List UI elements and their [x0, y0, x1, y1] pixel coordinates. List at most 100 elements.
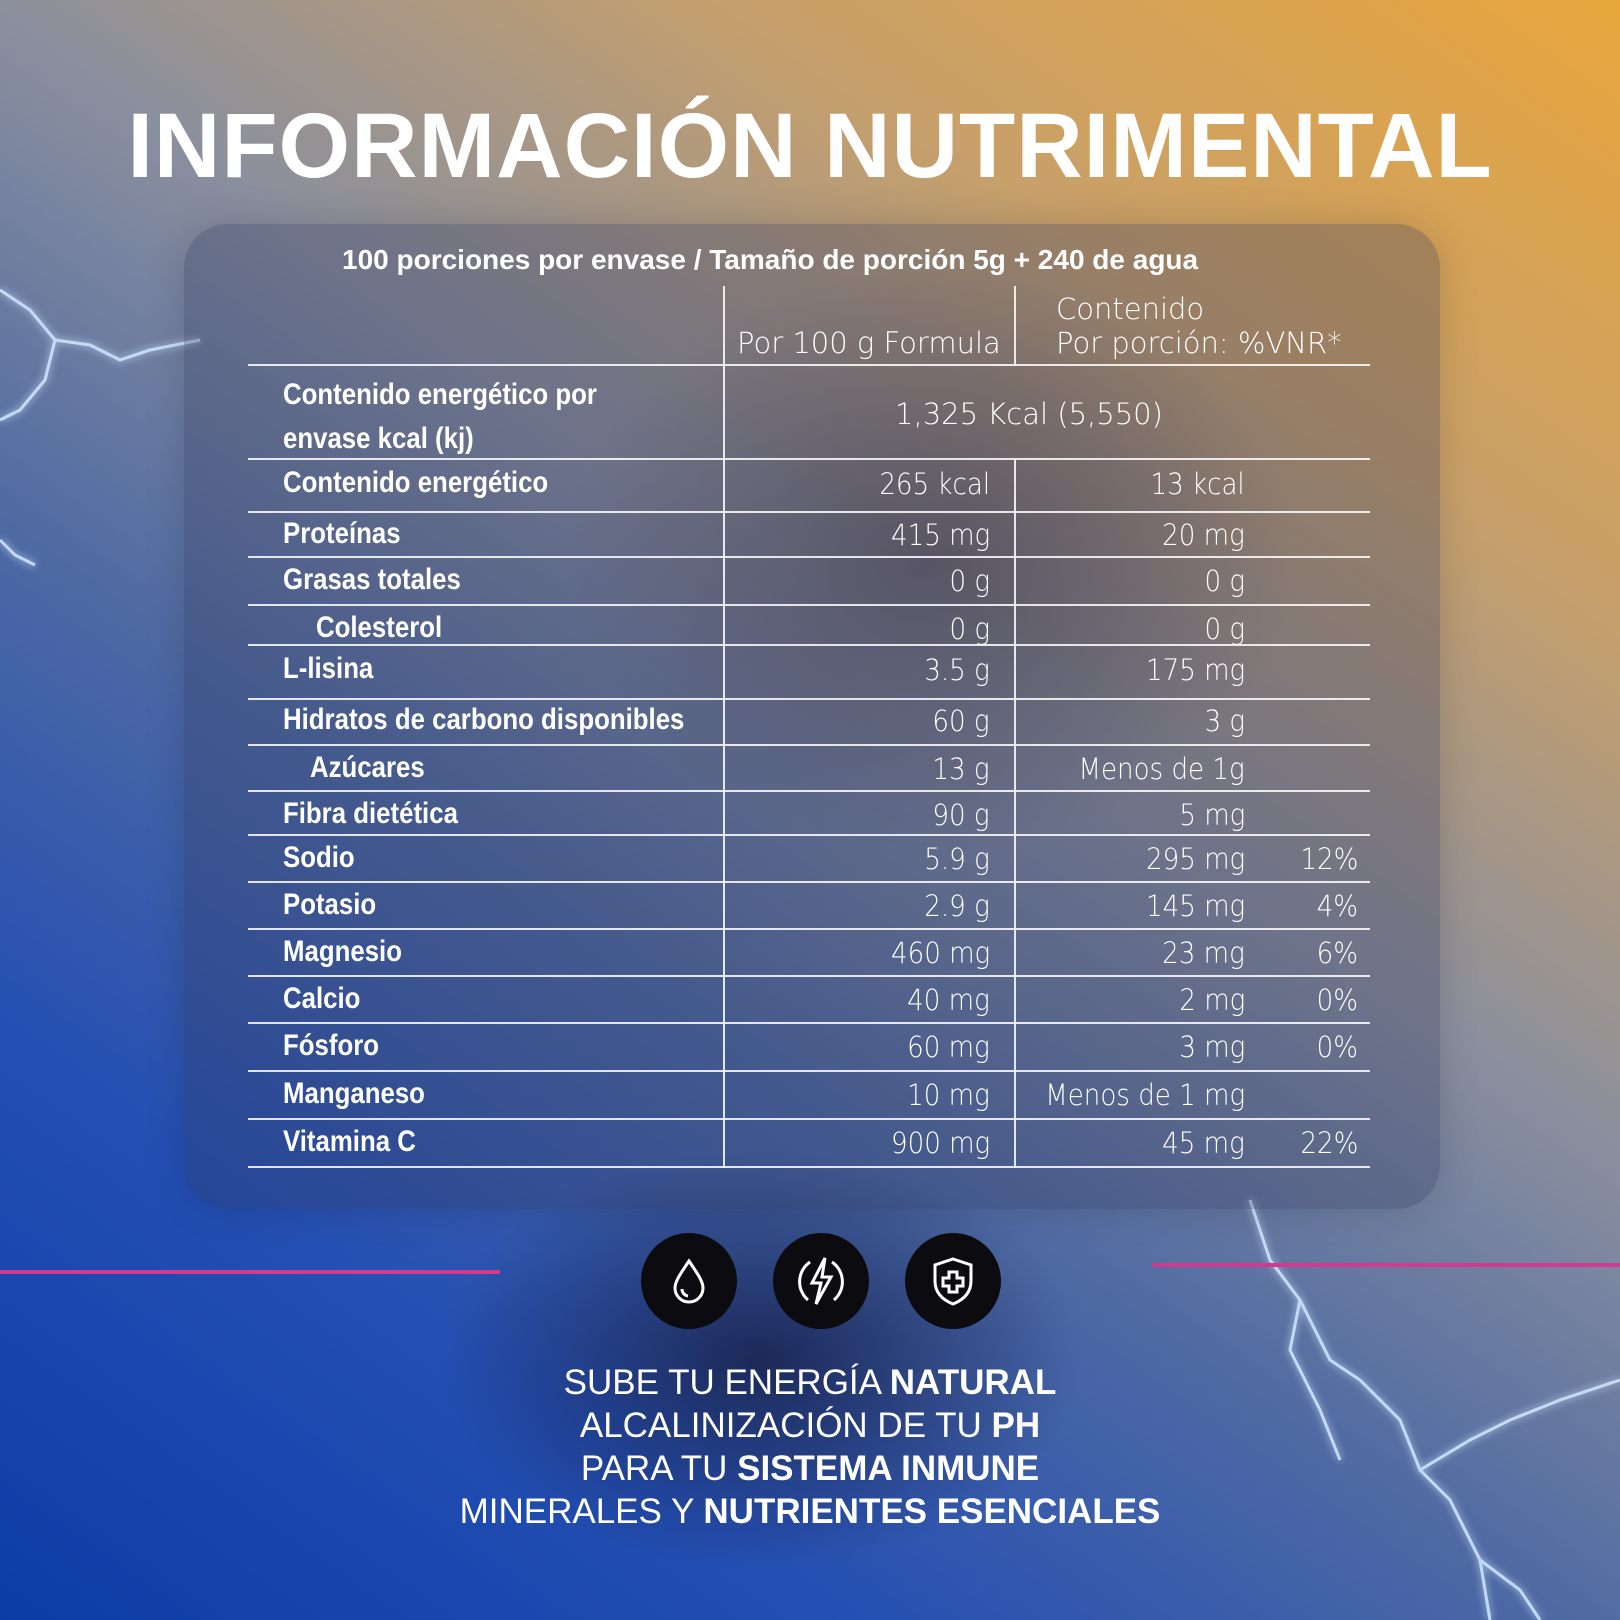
nutrient-label: Manganeso: [283, 1077, 425, 1110]
value-per-100g: 90 g: [932, 798, 990, 832]
shield-plus-icon: [905, 1233, 1001, 1329]
nutrient-label: Fósforo: [283, 1029, 380, 1062]
table-rule: [248, 556, 1370, 558]
value-per-100g: 0 g: [949, 612, 990, 646]
value-per-portion: 145 mg: [1145, 889, 1245, 923]
energy-total-row: Contenido energético por envase kcal (kj…: [248, 372, 1370, 458]
table-row: Proteínas 415 mg 20 mg: [248, 511, 1370, 557]
table-rule: [248, 1070, 1370, 1072]
value-per-100g: 0 g: [949, 564, 990, 598]
value-per-portion: 295 mg: [1145, 842, 1245, 876]
value-per-portion: 0 g: [1204, 612, 1245, 646]
value-per-100g: 2.9 g: [924, 889, 990, 923]
table-row: Colesterol 0 g 0 g: [248, 605, 1370, 651]
table-row: Fósforo 60 mg 3 mg 0%: [248, 1023, 1370, 1069]
table-rule: [248, 790, 1370, 792]
table-rule: [248, 1166, 1370, 1168]
table-row: Hidratos de carbono disponibles 60 g 3 g: [248, 697, 1370, 743]
value-vnr: 22%: [1299, 1126, 1358, 1160]
table-rule: [248, 698, 1370, 700]
value-per-100g: 5.9 g: [924, 842, 990, 876]
value-per-portion: 5 mg: [1179, 798, 1245, 832]
table-row: Calcio 40 mg 2 mg 0%: [248, 976, 1370, 1022]
serving-info: 100 porciones por envase / Tamaño de por…: [342, 244, 1199, 275]
nutrient-label: Grasas totales: [283, 563, 461, 596]
nutrient-label: Contenido energético: [283, 466, 549, 499]
value-per-portion: Menos de 1g: [1078, 752, 1245, 786]
value-vnr: 4%: [1316, 889, 1358, 923]
energy-total-label-1: Contenido energético por: [283, 378, 597, 411]
header-contenido: Contenido: [1056, 292, 1205, 326]
energy-total-value: 1,325 Kcal (5,550): [895, 397, 1163, 431]
nutrient-label: Hidratos de carbono disponibles: [283, 703, 685, 736]
table-rule: [248, 834, 1370, 836]
table-rule: [248, 881, 1370, 883]
table-row: Fibra dietética 90 g 5 mg: [248, 791, 1370, 837]
nutrient-label: L-lisina: [283, 652, 374, 685]
nutrient-label: Colesterol: [316, 611, 443, 644]
nutrient-label: Azúcares: [310, 751, 425, 784]
value-per-100g: 60 mg: [907, 1030, 990, 1064]
value-per-portion: 175 mg: [1145, 653, 1245, 687]
value-vnr: 6%: [1316, 936, 1358, 970]
table-row: Grasas totales 0 g 0 g: [248, 557, 1370, 603]
value-per-portion: 3 g: [1204, 704, 1245, 738]
column-divider-1: [723, 286, 725, 1168]
table-row: Magnesio 460 mg 23 mg 6%: [248, 929, 1370, 975]
value-per-100g: 900 mg: [890, 1126, 990, 1160]
table-rule: [248, 975, 1370, 977]
value-per-portion: 2 mg: [1179, 983, 1245, 1017]
table-rule: [248, 1022, 1370, 1024]
nutrition-panel: [184, 224, 1440, 1209]
value-per-portion: 23 mg: [1162, 936, 1245, 970]
table-rule: [248, 644, 1370, 646]
value-per-100g: 40 mg: [907, 983, 990, 1017]
table-rule: [248, 744, 1370, 746]
table-row: Sodio 5.9 g 295 mg 12%: [248, 835, 1370, 881]
table-rule: [248, 458, 1370, 460]
water-drop-icon: [641, 1233, 737, 1329]
column-divider-2b: [1014, 460, 1016, 1168]
nutrient-label: Calcio: [283, 982, 361, 1015]
table-rule: [248, 604, 1370, 606]
table-row: Vitamina C 900 mg 45 mg 22%: [248, 1119, 1370, 1165]
tagline-4: MINERALES Y NUTRIENTES ESENCIALES: [459, 1492, 1161, 1531]
table-row: Potasio 2.9 g 145 mg 4%: [248, 882, 1370, 928]
table-row: L-lisina 3.5 g 175 mg: [248, 646, 1370, 692]
table-row: Manganeso 10 mg Menos de 1 mg: [248, 1071, 1370, 1117]
accent-line-left: [0, 1270, 500, 1274]
header-per-100g: Por 100 g Formula: [737, 326, 1001, 360]
lightning-bolt-icon: [773, 1233, 869, 1329]
value-per-portion: 0 g: [1204, 564, 1245, 598]
value-per-100g: 460 mg: [890, 936, 990, 970]
value-per-100g: 265 kcal: [879, 467, 990, 501]
accent-line-right: [1152, 1263, 1620, 1267]
value-per-100g: 10 mg: [907, 1078, 990, 1112]
page-title: INFORMACIÓN NUTRIMENTAL: [127, 95, 1493, 197]
tagline-1: SUBE TU ENERGÍA NATURAL: [563, 1363, 1057, 1402]
tagline-2: ALCALINIZACIÓN DE TU PH: [579, 1406, 1041, 1445]
value-vnr: 0%: [1316, 1030, 1358, 1064]
value-per-portion: Menos de 1 mg: [1045, 1078, 1245, 1112]
header-por-porcion: Por porción: %VNR*: [1056, 326, 1342, 360]
table-row: Azúcares 13 g Menos de 1g: [248, 745, 1370, 791]
table-row: Contenido energético 265 kcal 13 kcal: [248, 460, 1370, 506]
value-vnr: 0%: [1316, 983, 1358, 1017]
value-vnr: 12%: [1299, 842, 1358, 876]
nutrient-label: Magnesio: [283, 935, 402, 968]
value-per-100g: 60 g: [932, 704, 990, 738]
nutrient-label: Proteínas: [283, 517, 401, 550]
value-per-100g: 13 g: [932, 752, 990, 786]
nutrient-label: Fibra dietética: [283, 797, 458, 830]
table-rule: [248, 1118, 1370, 1120]
value-per-100g: 3.5 g: [924, 653, 990, 687]
table-rule: [248, 928, 1370, 930]
value-per-portion: 13 kcal: [1150, 467, 1245, 501]
column-divider-2: [1014, 286, 1016, 366]
table-rule: [248, 364, 1370, 366]
nutrient-label: Potasio: [283, 888, 377, 921]
value-per-portion: 20 mg: [1162, 518, 1245, 552]
value-per-100g: 415 mg: [890, 518, 990, 552]
energy-total-label-2: envase kcal (kj): [283, 422, 474, 455]
table-rule: [248, 511, 1370, 513]
